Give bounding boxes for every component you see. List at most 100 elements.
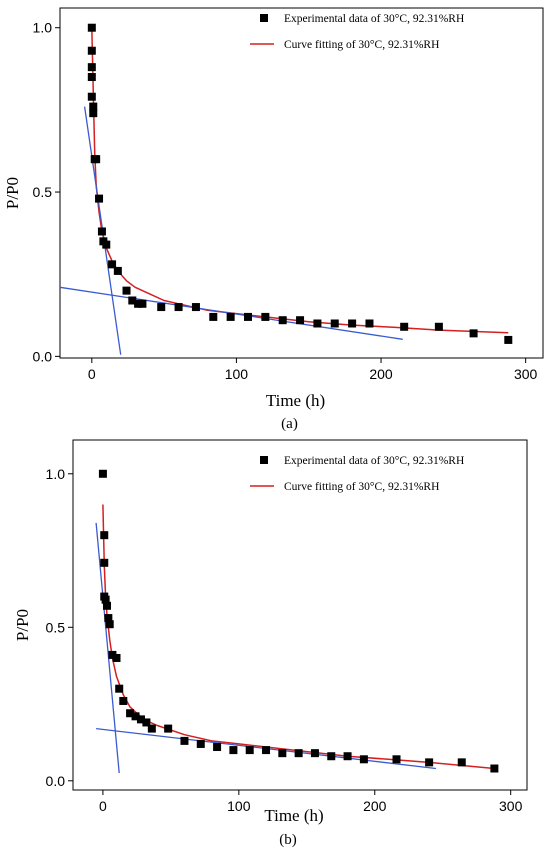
legend-marker-square: [260, 456, 268, 464]
data-point: [313, 319, 322, 328]
x-tick-label: 100: [225, 366, 249, 382]
data-point: [87, 23, 96, 32]
legend: Experimental data of 30°C, 92.31%RH Curve…: [250, 455, 464, 493]
data-point: [434, 322, 443, 331]
data-point: [164, 724, 173, 733]
data-point: [262, 746, 271, 755]
chart-panel-b: 0 100 200 300 0.0 0.5 1.0 Time (h) P/P0 Experimen…: [13, 439, 528, 848]
data-point: [400, 322, 409, 331]
data-point: [294, 749, 303, 758]
data-point: [365, 319, 374, 328]
x-tick-label: 300: [499, 798, 523, 814]
x-tick-label: 100: [227, 798, 251, 814]
data-point: [343, 752, 352, 761]
data-point: [180, 736, 189, 745]
data-point: [191, 303, 200, 312]
fitted-curve: [102, 504, 495, 770]
data-point: [104, 614, 113, 623]
data-point: [261, 312, 270, 321]
data-point: [102, 240, 111, 249]
data-point: [229, 746, 238, 755]
data-point: [113, 266, 122, 275]
data-point: [100, 558, 109, 567]
data-point: [157, 303, 166, 312]
x-axis-title: Time (h): [264, 806, 323, 825]
data-point: [457, 758, 466, 767]
data-point: [89, 109, 98, 118]
data-point: [504, 335, 513, 344]
data-point: [209, 312, 218, 321]
data-point: [134, 299, 143, 308]
data-point: [245, 746, 254, 755]
chart-panel-a: 0 100 200 300 0.0 0.5 1.0 Time (h) P/P0 Experimen…: [3, 7, 544, 432]
y-tick-label: 0.0: [46, 773, 66, 789]
data-point: [102, 601, 111, 610]
data-point: [226, 312, 235, 321]
legend-entry-experimental: Experimental data of 30°C, 92.31%RH: [284, 13, 464, 25]
data-point: [243, 312, 252, 321]
data-point: [425, 758, 434, 767]
data-point: [213, 743, 222, 752]
panel-label: (a): [281, 416, 298, 432]
x-tick-label: 200: [363, 798, 387, 814]
data-point: [95, 194, 104, 203]
data-point: [392, 755, 401, 764]
legend: Experimental data of 30°C, 92.31%RH Curve…: [250, 13, 464, 51]
data-point: [196, 739, 205, 748]
y-tick-label: 1.0: [46, 466, 66, 482]
data-point: [115, 684, 124, 693]
data-point: [100, 531, 109, 540]
data-point: [310, 749, 319, 758]
y-tick-label: 0.0: [33, 348, 53, 364]
data-point: [87, 73, 96, 82]
y-axis-title: P/P0: [3, 177, 22, 209]
data-point: [89, 102, 98, 111]
data-point: [490, 764, 499, 773]
x-axis-title: Time (h): [266, 391, 325, 410]
data-point: [278, 749, 287, 758]
data-point: [278, 316, 287, 325]
data-point: [142, 718, 151, 727]
y-tick-label: 0.5: [46, 619, 66, 635]
data-point: [327, 752, 336, 761]
data-point: [108, 260, 117, 269]
data-point: [296, 316, 305, 325]
data-point: [359, 755, 368, 764]
data-point: [147, 724, 156, 733]
x-tick-label: 0: [88, 366, 96, 382]
data-point: [112, 653, 121, 662]
legend-marker-square: [260, 14, 268, 22]
legend-entry-fit: Curve fitting of 30°C, 92.31%RH: [284, 39, 439, 51]
y-tick-label: 0.5: [33, 184, 53, 200]
x-tick-label: 0: [99, 798, 107, 814]
data-point: [87, 92, 96, 101]
data-point: [128, 296, 137, 305]
x-tick-label: 300: [514, 366, 538, 382]
panel-label: (b): [279, 832, 297, 848]
data-point: [92, 155, 101, 164]
data-point: [174, 303, 183, 312]
data-point: [330, 319, 339, 328]
data-point: [136, 715, 145, 724]
legend-entry-experimental: Experimental data of 30°C, 92.31%RH: [284, 455, 464, 467]
data-point: [87, 63, 96, 72]
plot-frame: [72, 439, 528, 791]
data-point: [469, 329, 478, 338]
y-tick-label: 1.0: [33, 20, 53, 36]
data-point: [101, 595, 110, 604]
data-point: [126, 709, 135, 718]
data-point: [122, 286, 131, 295]
data-point: [131, 712, 140, 721]
data-point: [138, 299, 147, 308]
data-point: [97, 227, 106, 236]
plot-frame: [59, 7, 544, 359]
data-point: [105, 620, 114, 629]
fitted-curve: [91, 27, 509, 334]
data-point: [348, 319, 357, 328]
data-point: [87, 46, 96, 55]
data-point: [108, 650, 117, 659]
x-tick-label: 200: [369, 366, 393, 382]
data-point: [98, 469, 107, 478]
y-axis-title: P/P0: [13, 609, 32, 641]
